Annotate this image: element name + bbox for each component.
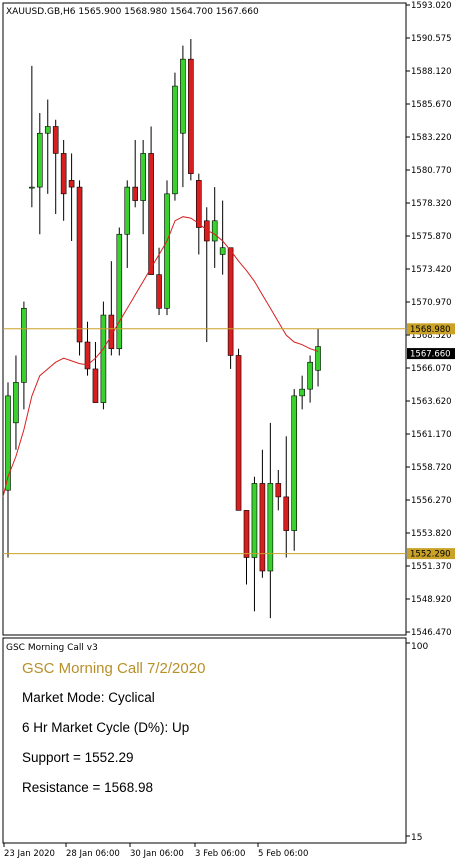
bull-candle bbox=[44, 126, 51, 134]
bull-candle bbox=[164, 193, 170, 309]
time-label: 3 Feb 06:00 bbox=[195, 849, 245, 858]
bear-candle bbox=[227, 247, 234, 356]
time-label: 23 Jan 2020 bbox=[4, 849, 55, 858]
market-mode-text: Market Mode: Cyclical bbox=[22, 690, 155, 705]
support-text: Support = 1552.29 bbox=[22, 750, 133, 765]
bull-candle bbox=[124, 186, 131, 235]
price-label: 1568.520 bbox=[411, 331, 452, 341]
bull-candle bbox=[140, 153, 146, 201]
price-label: 1558.720 bbox=[411, 463, 452, 473]
price-label: 1580.770 bbox=[411, 166, 452, 176]
bear-candle bbox=[52, 126, 59, 154]
resistance-text: Resistance = 1568.98 bbox=[22, 780, 153, 795]
bear-candle bbox=[243, 510, 250, 558]
indicator-scale-top: 100 bbox=[411, 642, 428, 652]
price-label: 1548.920 bbox=[411, 595, 452, 605]
bull-candle bbox=[172, 85, 178, 195]
bear-candle bbox=[132, 186, 138, 201]
price-label: 1553.820 bbox=[411, 529, 452, 539]
bull-candle bbox=[29, 186, 35, 189]
bear-candle bbox=[68, 180, 75, 188]
price-label: 1588.120 bbox=[411, 67, 452, 77]
price-label: 1546.470 bbox=[411, 628, 452, 638]
bear-candle bbox=[156, 274, 162, 309]
bear-candle bbox=[84, 341, 91, 370]
indicator-panel-frame[interactable] bbox=[2, 637, 407, 844]
bear-candle bbox=[148, 153, 154, 275]
bear-candle bbox=[283, 496, 290, 531]
bull-candle bbox=[116, 233, 123, 350]
current-price-tag: 1567.660 bbox=[407, 348, 455, 360]
price-label: 1563.620 bbox=[411, 397, 452, 407]
bear-candle bbox=[235, 355, 242, 511]
main-chart-frame[interactable] bbox=[2, 2, 407, 636]
price-label: 1575.870 bbox=[411, 232, 452, 242]
price-axis: 1593.020 1590.575 1588.120 1585.670 1583.220… bbox=[406, 1, 452, 638]
bear-candle bbox=[188, 58, 194, 174]
indicator-scale-bottom: 15 bbox=[411, 833, 422, 843]
candles-layer bbox=[5, 38, 321, 619]
price-label: 1570.970 bbox=[411, 298, 452, 308]
morning-call-title: GSC Morning Call 7/2/2020 bbox=[22, 660, 205, 677]
price-label: 1556.270 bbox=[411, 496, 452, 506]
bear-candle bbox=[275, 483, 282, 498]
price-label: 1590.575 bbox=[411, 34, 452, 44]
bull-candle bbox=[251, 483, 258, 558]
main-chart-header: XAUUSD.GB,H6 1565.900 1568.980 1564.700 … bbox=[6, 7, 259, 17]
svg-text:1568.980: 1568.980 bbox=[410, 325, 451, 335]
indicator-header: GSC Morning Call v3 bbox=[6, 643, 98, 653]
bull-candle bbox=[180, 58, 186, 134]
price-label: 1593.020 bbox=[411, 1, 452, 11]
bull-candle bbox=[299, 388, 305, 397]
bear-candle bbox=[92, 368, 99, 403]
support-price-tag: 1552.290 bbox=[407, 548, 455, 560]
bull-candle bbox=[21, 308, 27, 383]
price-label: 1561.170 bbox=[411, 430, 452, 440]
resistance-price-tag: 1568.980 bbox=[407, 323, 455, 335]
bull-candle bbox=[307, 361, 313, 390]
moving-average-line bbox=[2, 216, 319, 498]
price-label: 1566.070 bbox=[411, 364, 452, 374]
bull-candle bbox=[291, 395, 298, 531]
bull-candle bbox=[100, 314, 107, 403]
bull-candle bbox=[267, 483, 274, 572]
svg-text:1567.660: 1567.660 bbox=[410, 350, 451, 360]
time-axis: 23 Jan 2020 28 Jan 06:00 30 Jan 06:00 3 Feb… bbox=[3, 843, 308, 858]
svg-text:1552.290: 1552.290 bbox=[410, 550, 451, 560]
market-cycle-text: 6 Hr Market Cycle (D%): Up bbox=[22, 720, 189, 735]
bull-candle bbox=[219, 247, 226, 255]
bear-candle bbox=[76, 186, 83, 343]
time-label: 30 Jan 06:00 bbox=[130, 849, 184, 858]
bull-candle bbox=[13, 382, 19, 424]
bull-candle bbox=[211, 220, 218, 242]
bull-candle bbox=[315, 346, 321, 371]
bull-candle bbox=[36, 132, 43, 188]
price-label: 1551.370 bbox=[411, 562, 452, 572]
bull-candle bbox=[5, 395, 11, 491]
price-label: 1573.420 bbox=[411, 265, 452, 275]
price-label: 1583.220 bbox=[411, 133, 452, 143]
bear-candle bbox=[259, 483, 266, 572]
bear-candle bbox=[60, 153, 67, 195]
bear-candle bbox=[196, 180, 202, 228]
time-label: 28 Jan 06:00 bbox=[66, 849, 120, 858]
price-label: 1585.670 bbox=[411, 100, 452, 110]
price-label: 1578.320 bbox=[411, 199, 452, 209]
time-label: 5 Feb 06:00 bbox=[258, 849, 308, 858]
